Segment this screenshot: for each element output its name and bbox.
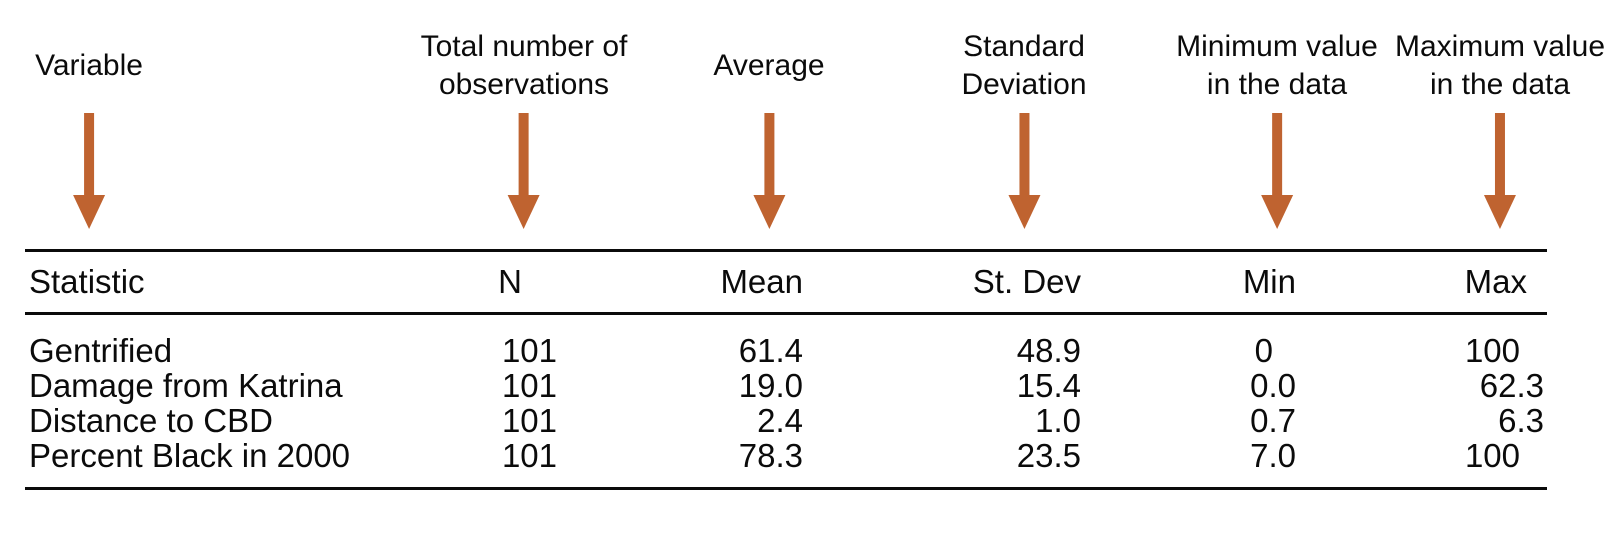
annotation-maximum-value: Maximum value in the data (1395, 24, 1605, 229)
label-line: in the data (1206, 68, 1348, 101)
cell-min: 0.0 (1250, 367, 1296, 404)
annotation-average-label: Average (713, 24, 824, 108)
down-arrow-icon (73, 113, 105, 229)
annotation-minimum-value-label: Minimum value in the data (1176, 24, 1378, 108)
cell-n: 101 (501, 332, 557, 369)
label-line: Deviation (961, 68, 1087, 101)
cell-stdev: 15.4 (1016, 367, 1081, 404)
cell-statistic: Gentrified (29, 332, 173, 369)
cell-n: 101 (501, 402, 557, 439)
cell-n: 101 (501, 437, 557, 474)
table-row: Distance to CBD 101 2.4 1.0 0.7 6.3 (25, 403, 1547, 438)
cell-min: 0 (1254, 332, 1273, 369)
down-arrow-icon (1484, 113, 1516, 229)
down-arrow-icon (752, 113, 785, 229)
col-header-statistic: Statistic (25, 250, 460, 315)
label-line: in the data (1429, 68, 1571, 101)
cell-mean: 2.4 (757, 402, 803, 439)
header-row: Statistic N Mean St. Dev Min Max (25, 250, 1547, 315)
annotation-variable-label: Variable (35, 24, 143, 108)
cell-max: 62.3 (1479, 367, 1544, 404)
cell-statistic: Damage from Katrina (29, 367, 343, 404)
label-line: Maximum value (1394, 30, 1606, 63)
down-arrow-icon (1260, 113, 1293, 229)
annotation-average: Average (713, 24, 825, 229)
table-row: Damage from Katrina 101 19.0 15.4 0.0 62… (25, 368, 1547, 403)
cell-mean: 78.3 (738, 437, 803, 474)
cell-min: 0.7 (1250, 402, 1296, 439)
col-header-min: Min (1084, 250, 1300, 315)
cell-min: 7.0 (1250, 437, 1296, 474)
annotation-standard-deviation-label: Standard Deviation (961, 24, 1086, 108)
summary-statistics-table: Statistic N Mean St. Dev Min Max Gentrif… (25, 249, 1547, 490)
cell-mean: 61.4 (738, 332, 803, 369)
cell-mean: 19.0 (738, 367, 803, 404)
cell-statistic: Percent Black in 2000 (29, 437, 351, 474)
annotation-minimum-value: Minimum value in the data (1176, 24, 1378, 229)
col-header-n: N (460, 250, 560, 315)
table-row: Gentrified 101 61.4 48.9 0 100 (25, 314, 1547, 369)
col-header-max: Max (1300, 250, 1547, 315)
down-arrow-icon (508, 113, 540, 229)
cell-stdev: 1.0 (1035, 402, 1081, 439)
down-arrow-icon (1007, 113, 1040, 229)
cell-max: 6.3 (1498, 402, 1544, 439)
label-line: observations (438, 68, 610, 101)
annotation-total-observations: Total number of observations (421, 24, 628, 229)
col-header-stdev: St. Dev (806, 250, 1084, 315)
col-header-mean: Mean (560, 250, 806, 315)
label-line: Minimum value (1176, 30, 1378, 63)
cell-n: 101 (501, 367, 557, 404)
annotation-standard-deviation: Standard Deviation (961, 24, 1087, 229)
annotation-variable: Variable (35, 24, 143, 229)
annotation-total-observations-label: Total number of observations (421, 24, 628, 108)
cell-stdev: 23.5 (1016, 437, 1081, 474)
label-line: Standard (963, 30, 1085, 63)
cell-max: 100 (1464, 332, 1520, 369)
cell-stdev: 48.9 (1016, 332, 1081, 369)
table-row: Percent Black in 2000 101 78.3 23.5 7.0 … (25, 438, 1547, 489)
label-line: Variable (35, 49, 143, 82)
label-line: Total number of (420, 30, 628, 63)
annotation-maximum-value-label: Maximum value in the data (1395, 24, 1605, 108)
label-line: Average (713, 49, 825, 82)
cell-statistic: Distance to CBD (29, 402, 273, 439)
cell-max: 100 (1464, 437, 1520, 474)
